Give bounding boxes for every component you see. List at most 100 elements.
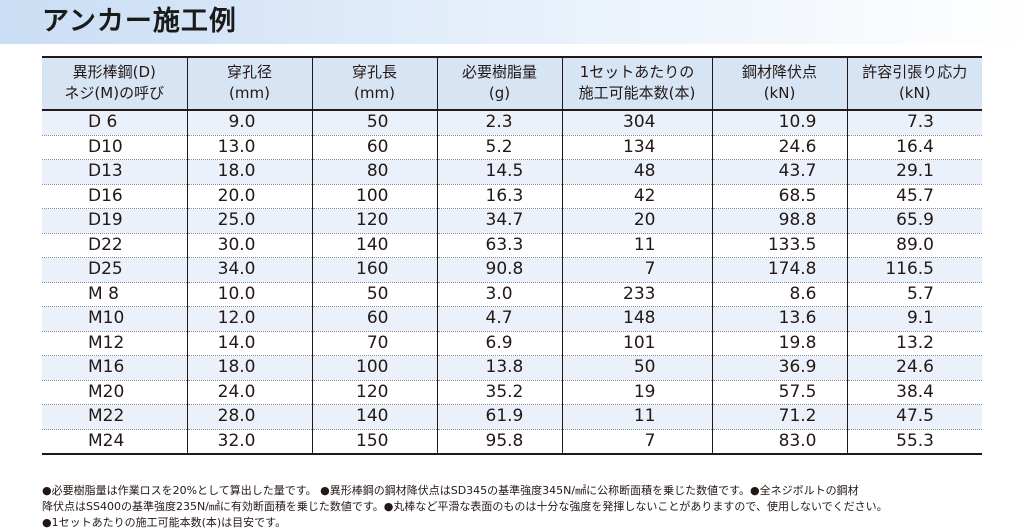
cell-hole-diameter: 24.0 — [186, 380, 312, 405]
cell-count-per-set: 233 — [561, 282, 712, 307]
cell-count-per-set: 19 — [561, 380, 712, 405]
footnote-line: 降伏点はSS400の基準強度235N/㎟に有効断面積を乗じた数値です。●丸棒など… — [42, 500, 888, 513]
cell-count-per-set: 20 — [561, 208, 712, 234]
cell-size: M20 — [42, 380, 187, 405]
cell-size: D22 — [42, 233, 187, 258]
table-row: M22 28.0 140 61.9 11 71.2 47.5 — [42, 404, 982, 430]
table-row: M 8 10.0 50 3.0 233 8.6 5.7 — [42, 282, 982, 307]
table-row: D22 30.0 140 63.3 11 133.5 89.0 — [42, 233, 982, 258]
cell-resin-amount: 16.3 — [436, 184, 562, 209]
cell-allowable-tension: 9.1 — [846, 306, 982, 332]
cell-resin-amount: 63.3 — [436, 233, 562, 258]
cell-allowable-tension: 5.7 — [846, 282, 982, 307]
cell-hole-length: 120 — [311, 208, 437, 234]
cell-hole-diameter: 20.0 — [186, 184, 312, 209]
cell-yield-point: 13.6 — [711, 306, 847, 332]
cell-hole-length: 100 — [311, 355, 437, 381]
page-title: アンカー施工例 — [42, 6, 237, 37]
header-resin-amount: 必要樹脂量 (g) — [436, 57, 562, 111]
cell-allowable-tension: 47.5 — [846, 404, 982, 430]
cell-yield-point: 57.5 — [711, 380, 847, 405]
cell-size: M12 — [42, 331, 187, 356]
cell-count-per-set: 304 — [561, 110, 712, 136]
cell-size: M10 — [42, 306, 187, 332]
cell-count-per-set: 11 — [561, 404, 712, 430]
cell-yield-point: 10.9 — [711, 110, 847, 136]
cell-allowable-tension: 116.5 — [846, 257, 982, 283]
cell-size: M16 — [42, 355, 187, 381]
header-row: 異形棒鋼(D) ネジ(M)の呼び 穿孔径 (mm) 穿孔長 (mm) 必要樹脂量 (g)… — [42, 57, 982, 111]
cell-hole-length: 60 — [311, 135, 437, 160]
cell-yield-point: 68.5 — [711, 184, 847, 209]
cell-hole-diameter: 28.0 — [186, 404, 312, 430]
cell-allowable-tension: 38.4 — [846, 380, 982, 405]
cell-hole-diameter: 34.0 — [186, 257, 312, 283]
cell-allowable-tension: 65.9 — [846, 208, 982, 234]
cell-hole-diameter: 10.0 — [186, 282, 312, 307]
cell-size: D19 — [42, 208, 187, 234]
cell-resin-amount: 13.8 — [436, 355, 562, 381]
cell-hole-diameter: 18.0 — [186, 355, 312, 381]
anchor-spec-table: 異形棒鋼(D) ネジ(M)の呼び 穿孔径 (mm) 穿孔長 (mm) 必要樹脂量 (g)… — [42, 56, 982, 455]
cell-hole-length: 80 — [311, 159, 437, 185]
table-row: D 6 9.0 50 2.3 304 10.9 7.3 — [42, 110, 982, 136]
cell-allowable-tension: 7.3 — [846, 110, 982, 136]
cell-count-per-set: 7 — [561, 257, 712, 283]
cell-hole-length: 100 — [311, 184, 437, 209]
cell-count-per-set: 134 — [561, 135, 712, 160]
cell-hole-diameter: 32.0 — [186, 429, 312, 454]
table-row: M24 32.0 150 95.8 7 83.0 55.3 — [42, 429, 982, 454]
cell-allowable-tension: 24.6 — [846, 355, 982, 381]
cell-resin-amount: 6.9 — [436, 331, 562, 356]
cell-resin-amount: 35.2 — [436, 380, 562, 405]
cell-count-per-set: 148 — [561, 306, 712, 332]
cell-resin-amount: 14.5 — [436, 159, 562, 185]
cell-count-per-set: 11 — [561, 233, 712, 258]
cell-yield-point: 98.8 — [711, 208, 847, 234]
table-row: D10 13.0 60 5.2 134 24.6 16.4 — [42, 135, 982, 160]
cell-hole-diameter: 12.0 — [186, 306, 312, 332]
cell-allowable-tension: 13.2 — [846, 331, 982, 356]
footnote-line: ●必要樹脂量は作業ロスを20%として算出した量です。 ●異形棒鋼の鋼材降伏点はS… — [42, 484, 859, 497]
cell-hole-length: 50 — [311, 282, 437, 307]
cell-yield-point: 19.8 — [711, 331, 847, 356]
cell-hole-length: 120 — [311, 380, 437, 405]
header-allowable-tension: 許容引張り応力 (kN) — [846, 57, 982, 111]
table-row: M20 24.0 120 35.2 19 57.5 38.4 — [42, 380, 982, 405]
table-row: D19 25.0 120 34.7 20 98.8 65.9 — [42, 208, 982, 234]
table-row: D25 34.0 160 90.8 7 174.8 116.5 — [42, 257, 982, 283]
cell-resin-amount: 95.8 — [436, 429, 562, 454]
table-row: D16 20.0 100 16.3 42 68.5 45.7 — [42, 184, 982, 209]
cell-allowable-tension: 16.4 — [846, 135, 982, 160]
cell-size: D 6 — [42, 110, 187, 136]
cell-resin-amount: 2.3 — [436, 110, 562, 136]
cell-hole-length: 60 — [311, 306, 437, 332]
cell-hole-diameter: 30.0 — [186, 233, 312, 258]
cell-count-per-set: 48 — [561, 159, 712, 185]
cell-hole-diameter: 18.0 — [186, 159, 312, 185]
header-hole-diameter: 穿孔径 (mm) — [186, 57, 312, 111]
cell-hole-length: 50 — [311, 110, 437, 136]
title-bar — [0, 0, 1031, 44]
cell-yield-point: 71.2 — [711, 404, 847, 430]
cell-yield-point: 43.7 — [711, 159, 847, 185]
cell-resin-amount: 90.8 — [436, 257, 562, 283]
cell-size: D10 — [42, 135, 187, 160]
cell-hole-length: 160 — [311, 257, 437, 283]
cell-resin-amount: 4.7 — [436, 306, 562, 332]
cell-yield-point: 8.6 — [711, 282, 847, 307]
cell-hole-length: 140 — [311, 404, 437, 430]
cell-allowable-tension: 89.0 — [846, 233, 982, 258]
cell-yield-point: 24.6 — [711, 135, 847, 160]
cell-hole-diameter: 14.0 — [186, 331, 312, 356]
cell-resin-amount: 34.7 — [436, 208, 562, 234]
cell-resin-amount: 61.9 — [436, 404, 562, 430]
cell-size: D13 — [42, 159, 187, 185]
cell-size: M24 — [88, 430, 125, 451]
cell-allowable-tension: 29.1 — [846, 159, 982, 185]
cell-size: D25 — [42, 257, 187, 283]
cell-resin-amount: 5.2 — [436, 135, 562, 160]
cell-hole-length: 140 — [311, 233, 437, 258]
table-row: D13 18.0 80 14.5 48 43.7 29.1 — [42, 159, 982, 185]
table-row: M10 12.0 60 4.7 148 13.6 9.1 — [42, 306, 982, 332]
